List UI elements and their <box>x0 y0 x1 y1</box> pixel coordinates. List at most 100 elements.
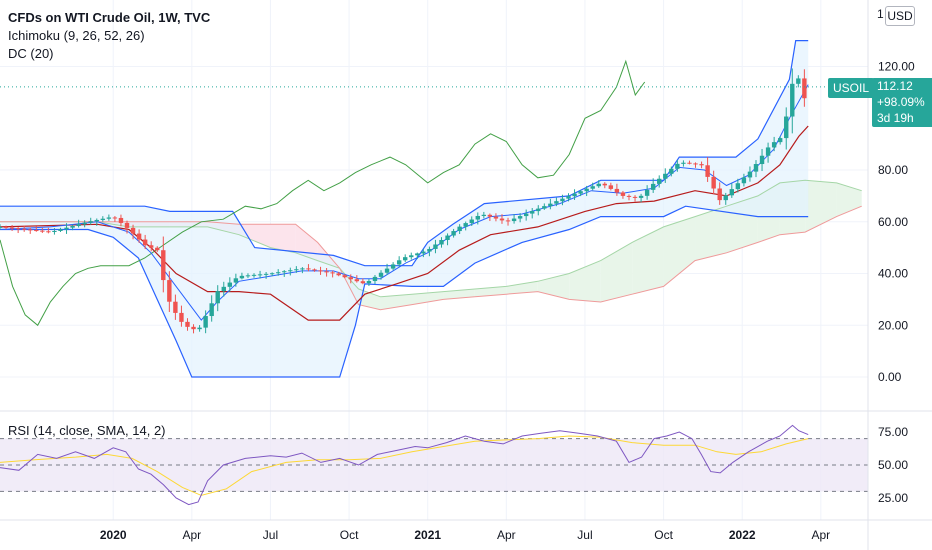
candle-body <box>596 183 601 187</box>
candle-body <box>58 229 63 231</box>
candle-body <box>681 162 686 164</box>
legend-donchian[interactable]: DC (20) <box>8 46 54 61</box>
ichimoku-cloud-segment <box>695 206 727 261</box>
legend-ichimoku[interactable]: Ichimoku (9, 26, 52, 26) <box>8 28 145 43</box>
rsi-tick-label: 50.00 <box>878 458 908 472</box>
candle-body <box>245 275 251 277</box>
candle-body <box>675 163 680 169</box>
candle-body <box>439 240 444 245</box>
candle-body <box>100 218 106 220</box>
candle-body <box>626 195 632 197</box>
candle-body <box>366 281 372 284</box>
ichimoku-cloud-segment <box>805 180 837 233</box>
ichimoku-cloud-segment <box>270 224 296 253</box>
candle-body <box>777 138 783 143</box>
candle-body <box>669 168 674 174</box>
candle-body <box>251 274 257 276</box>
time-tick-label: Oct <box>340 528 359 542</box>
time-tick-label: Jul <box>263 528 278 542</box>
candle-body <box>608 185 614 189</box>
candle-body <box>493 216 499 219</box>
candle-body <box>445 235 450 241</box>
rsi-legend[interactable]: RSI (14, close, SMA, 14, 2) <box>8 422 166 440</box>
candle-body <box>753 164 759 172</box>
time-tick-label: Apr <box>182 528 201 542</box>
candle-body <box>209 303 214 317</box>
price-tick-label: 80.00 <box>878 163 908 177</box>
candle-body <box>578 191 583 194</box>
candle-body <box>64 227 69 230</box>
donchian-fill <box>0 40 809 377</box>
candle-body <box>415 253 420 256</box>
candle-body <box>21 228 27 230</box>
candle-body <box>475 215 480 220</box>
price-tick-label: 0.00 <box>878 370 902 384</box>
rsi-sma-line <box>0 435 809 496</box>
candle-body <box>784 116 789 139</box>
candle-body <box>759 155 765 165</box>
candle-body <box>191 326 196 330</box>
candle-body <box>536 208 541 212</box>
candle-body <box>239 275 245 279</box>
candle-body <box>523 213 529 217</box>
candle-body <box>427 248 432 252</box>
candle-body <box>378 272 384 277</box>
candle-body <box>741 177 747 184</box>
donchian-lower <box>0 205 809 378</box>
price-change: +98.09% <box>877 95 925 109</box>
candle-body <box>560 198 565 202</box>
candle-body <box>257 274 263 276</box>
rsi-pane[interactable] <box>0 424 868 506</box>
candle-body <box>632 196 638 198</box>
candle-body <box>318 270 323 272</box>
price-pane[interactable] <box>0 40 868 378</box>
candle-body <box>644 189 650 196</box>
time-tick-label: 2022 <box>729 528 756 542</box>
candle-body <box>342 275 347 278</box>
last-price: 112.12 <box>877 79 913 93</box>
candle-body <box>312 269 317 271</box>
candle-body <box>155 247 160 251</box>
candle-body <box>790 83 795 117</box>
ichimoku-cloud-segment <box>836 182 862 217</box>
candle-body <box>76 224 81 226</box>
candle-body <box>421 251 426 254</box>
candle-body <box>499 218 505 221</box>
legend-rsi[interactable]: RSI (14, close, SMA, 14, 2) <box>8 423 166 438</box>
candle-body <box>638 195 644 198</box>
candle-body <box>372 276 378 282</box>
ichimoku-cloud-segment <box>295 224 318 261</box>
symbol-tag: USOIL <box>828 78 875 98</box>
candle-body <box>52 230 57 232</box>
candle-body <box>572 193 577 197</box>
candle-body <box>765 147 771 156</box>
candle-body <box>167 280 172 302</box>
ichimoku-cloud-segment <box>632 226 664 295</box>
price-tick-label: 20.00 <box>878 318 908 332</box>
candle-body <box>221 286 226 292</box>
price-scale-truncated-label: 1 <box>877 7 884 21</box>
time-tick-label: Jul <box>577 528 592 542</box>
candle-body <box>403 257 408 261</box>
price-tick-label: 40.00 <box>878 267 908 281</box>
candle-body <box>306 268 311 270</box>
candle-body <box>34 230 39 232</box>
ichimoku-cloud-segment <box>443 289 475 300</box>
rsi-tick-label: 75.00 <box>878 425 908 439</box>
candle-body <box>396 260 402 265</box>
candle-body <box>233 278 239 283</box>
candle-body <box>390 264 396 269</box>
candle-body <box>15 228 21 230</box>
candle-body <box>384 268 390 273</box>
currency-button[interactable]: USD <box>885 6 915 26</box>
candle-body <box>650 183 656 190</box>
ichimoku-lagging-span <box>0 59 646 327</box>
candle-body <box>505 220 511 222</box>
candle-body <box>802 78 807 99</box>
candle-body <box>215 291 220 304</box>
candle-body <box>548 203 553 207</box>
candle-body <box>3 226 9 228</box>
candle-body <box>282 271 287 273</box>
ichimoku-cloud-segment <box>569 260 601 302</box>
